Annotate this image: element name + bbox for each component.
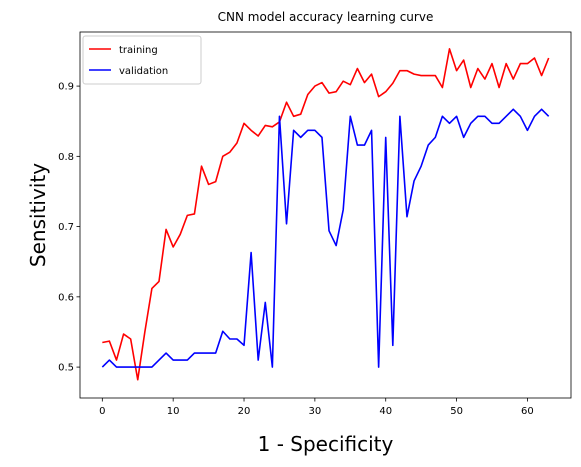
series-line-validation [101, 108, 550, 368]
x-tick-label: 60 [521, 406, 534, 417]
plot-frame [79, 31, 572, 399]
x-axis-label: 1 - Specificity [258, 432, 394, 456]
legend-box [82, 35, 202, 85]
x-axis-ticks: 0 10 20 30 40 50 60 [99, 398, 534, 417]
y-tick-label: 0.6 [58, 292, 74, 303]
chart-title: CNN model accuracy learning curve [218, 10, 434, 24]
legend-label-training: training [119, 45, 158, 56]
legend-label-validation: validation [119, 66, 168, 77]
y-axis-label: Sensitivity [26, 163, 50, 267]
x-tick-label: 50 [450, 406, 463, 417]
y-axis-ticks: 0.5 0.6 0.7 0.8 0.9 [58, 82, 80, 374]
y-tick-label: 0.8 [58, 152, 74, 163]
y-tick-label: 0.7 [58, 222, 74, 233]
x-tick-label: 10 [167, 406, 180, 417]
x-tick-label: 0 [99, 406, 105, 417]
series-line-training [102, 48, 550, 381]
x-tick-label: 20 [238, 406, 251, 417]
x-tick-label: 30 [309, 406, 322, 417]
y-tick-label: 0.5 [58, 363, 74, 374]
legend: training validation [82, 35, 202, 85]
plot-lines [101, 48, 550, 381]
y-tick-label: 0.9 [58, 82, 74, 93]
x-tick-label: 40 [379, 406, 392, 417]
